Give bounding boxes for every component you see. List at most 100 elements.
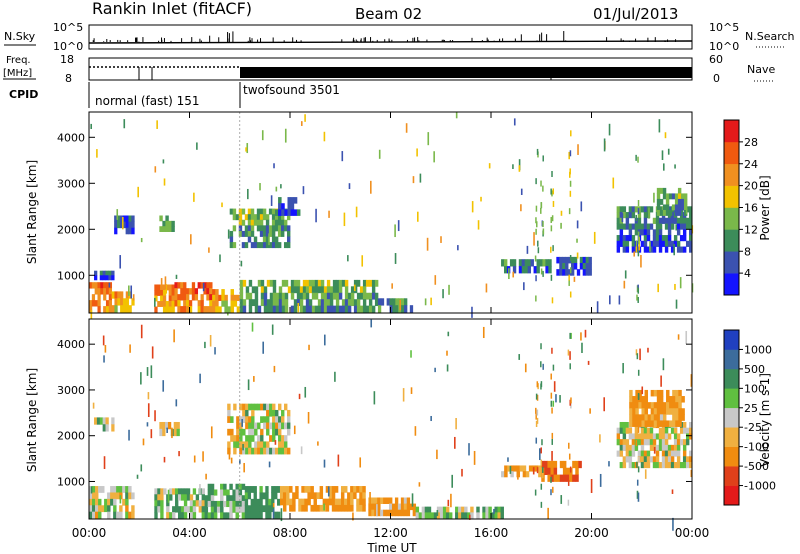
velocity-cell	[643, 462, 648, 469]
power-cell	[679, 217, 684, 224]
power-cell	[245, 292, 250, 300]
power-cell	[332, 279, 337, 287]
power-cell	[619, 240, 624, 247]
velocity-scatter-cell	[662, 358, 665, 371]
power-cell	[674, 193, 679, 200]
velocity-cell	[223, 500, 227, 508]
power-cell	[253, 219, 258, 226]
power-cell	[661, 235, 666, 242]
power-scatter-cell	[520, 204, 522, 212]
velocity-cell	[236, 416, 240, 423]
power-streak-cell	[535, 275, 537, 282]
power-cell	[314, 292, 319, 300]
colorbar-swatch	[724, 185, 739, 208]
velocity-cell	[541, 460, 545, 469]
power-cell	[232, 242, 237, 249]
power-cell	[565, 269, 569, 276]
velocity-streak-cell	[569, 466, 572, 473]
velocity-cell	[104, 505, 108, 513]
velocity-cell	[643, 456, 648, 463]
power-cell	[323, 299, 328, 307]
velocity-scatter-cell	[660, 375, 662, 387]
velocity-cell	[504, 471, 508, 478]
velocity-cell	[180, 512, 185, 519]
power-cell	[556, 269, 560, 276]
power-cell	[275, 305, 280, 313]
power-cell	[260, 292, 265, 300]
velocity-cell	[494, 506, 498, 513]
colorbar-swatch	[724, 120, 739, 143]
power-cell	[263, 305, 268, 313]
velocity-scatter-cell	[272, 509, 275, 519]
power-cell	[120, 291, 124, 299]
power-cell	[293, 209, 298, 216]
velocity-cell	[102, 417, 106, 425]
velocity-cell	[207, 500, 212, 508]
power-cell	[165, 284, 170, 291]
colorbar-tick-label: 20	[744, 180, 758, 193]
velocity-cell	[656, 420, 661, 427]
power-cell	[227, 306, 231, 313]
power-cell	[262, 208, 267, 215]
power-cell	[105, 300, 110, 307]
velocity-cell	[186, 488, 191, 495]
power-cell	[688, 223, 693, 230]
velocity-cell	[229, 512, 233, 519]
power-cell	[168, 295, 172, 302]
power-cell	[168, 220, 172, 227]
velocity-cell	[284, 403, 288, 411]
velocity-cell	[464, 506, 468, 513]
power-cell	[271, 225, 276, 232]
y-tick-label: 3000	[57, 384, 85, 397]
velocity-cell	[649, 427, 654, 434]
power-cell	[371, 305, 376, 313]
power-cell	[299, 305, 304, 313]
velocity-scatter-cell	[243, 462, 245, 473]
power-cell	[290, 197, 295, 204]
power-cell	[250, 208, 255, 215]
power-cell	[265, 230, 270, 237]
velocity-cell	[485, 506, 489, 513]
velocity-cell	[220, 512, 224, 519]
velocity-cell	[656, 389, 661, 397]
velocity-cell	[678, 414, 682, 421]
power-cell	[242, 279, 247, 287]
power-cell	[338, 292, 343, 300]
power-cell	[539, 259, 543, 267]
power-cell	[281, 292, 286, 300]
power-scatter-cell	[416, 148, 418, 157]
velocity-cell	[235, 512, 239, 519]
power-cell	[619, 235, 624, 242]
power-cell	[685, 217, 690, 224]
velocity-cell	[344, 504, 348, 512]
velocity-scatter-cell	[690, 374, 693, 387]
velocity-cell	[226, 500, 230, 508]
velocity-streak-cell	[536, 417, 539, 424]
power-cell	[625, 235, 630, 242]
velocity-cell	[216, 500, 221, 508]
power-scatter-cell	[130, 285, 133, 299]
power-scatter-cell	[154, 166, 157, 173]
power-cell	[335, 299, 340, 307]
power-cell	[676, 229, 681, 236]
power-cell	[616, 246, 621, 253]
velocity-scatter-cell	[447, 499, 450, 507]
power-scatter-cell	[378, 149, 381, 159]
velocity-cell	[180, 506, 185, 513]
colorbar-tick-label: 16	[744, 202, 758, 215]
power-cell	[619, 212, 624, 219]
power-streak-cell	[637, 199, 640, 206]
power-scatter-cell	[90, 123, 93, 130]
velocity-cell	[368, 509, 372, 517]
velocity-cell	[662, 402, 667, 409]
velocity-cell	[400, 497, 405, 504]
power-cell	[643, 229, 648, 236]
velocity-cell	[310, 504, 314, 512]
power-cell	[570, 269, 575, 276]
power-cell	[168, 290, 172, 296]
power-scatter-cell	[273, 163, 275, 169]
power-cell	[191, 282, 196, 289]
velocity-cell	[622, 456, 627, 463]
power-cell	[658, 206, 663, 213]
velocity-cell	[658, 433, 663, 440]
